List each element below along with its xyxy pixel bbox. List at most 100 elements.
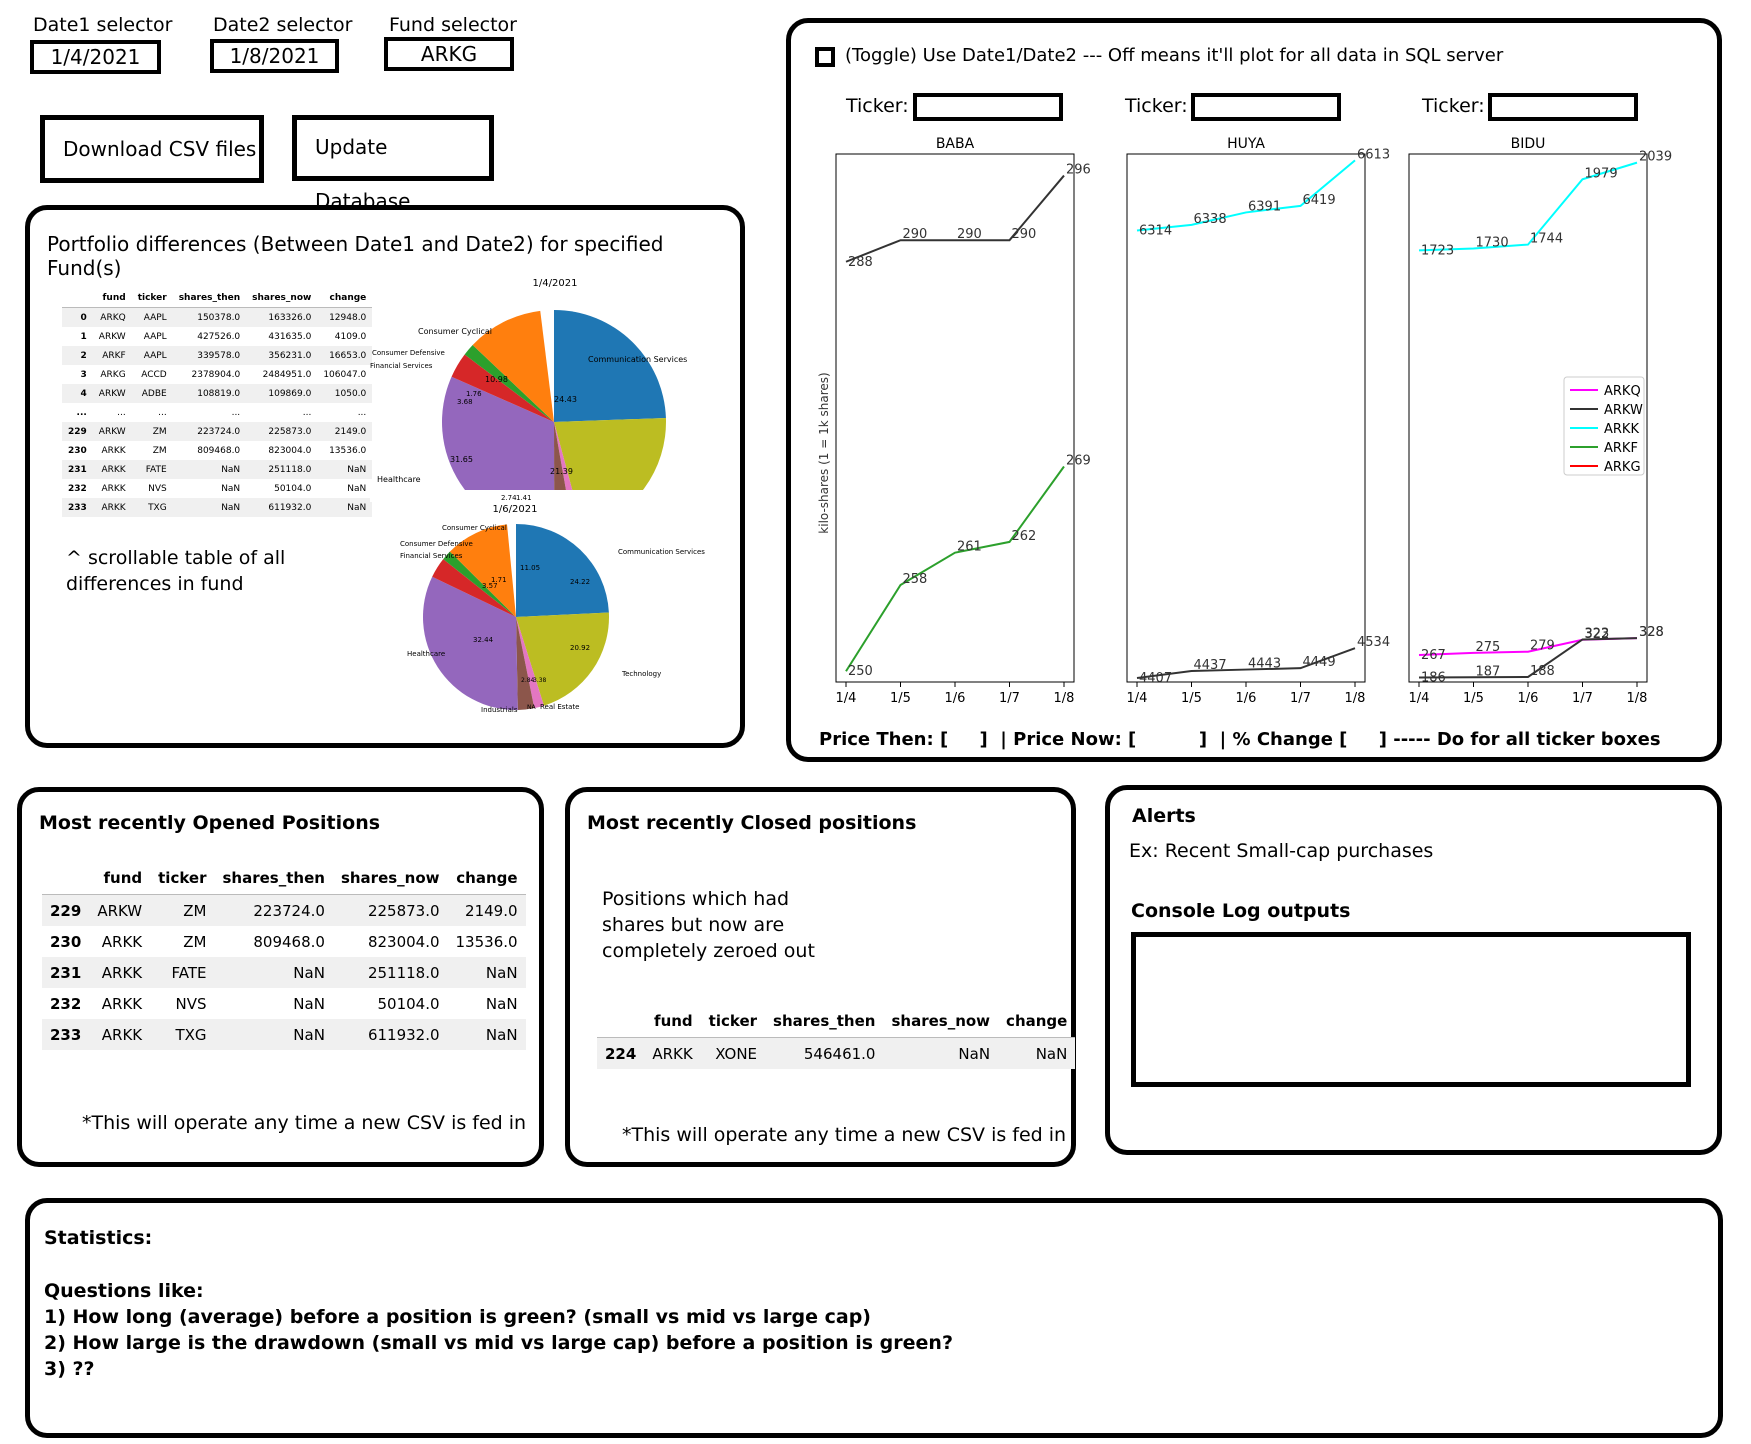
alerts-panel: Alerts Ex: Recent Small-cap purchases Co… [1105,785,1722,1155]
x-tick-label: 1/7 [1290,691,1311,706]
portfolio-note: ^ scrollable table of all differences in… [66,545,285,597]
portfolio-table: fund ticker shares_then shares_now chang… [62,288,373,517]
console-log-output[interactable] [1131,932,1691,1087]
table-cell: ... [158,407,167,418]
x-tick-label: 1/8 [1054,691,1075,706]
table-row: 230 ARKK ZM 809468.0 823004.0 13536.0 [62,441,372,460]
table-row: 229 ARKW ZM 223724.0 225873.0 2149.0 [62,422,373,441]
data-label: 6338 [1194,212,1227,227]
pie-slice [472,310,554,422]
pie-chart-date1: 1/4/2021 Consumer Cyclical Consumer Defe… [370,278,730,502]
pie2-label: Industrials [481,706,518,714]
table-cell: ZM [183,932,207,951]
data-label: 1744 [1530,232,1563,247]
table-cell: ACCD [141,369,167,380]
data-label: 290 [903,227,928,242]
pie1-value: 31.65 [450,455,473,464]
console-title: Console Log outputs [1131,900,1351,922]
pie1-label: Communication Services [588,355,687,364]
pie2-value: 1.71 [491,576,507,584]
pie2-label: Technology [621,670,661,678]
date2-selector[interactable]: 1/8/2021 [210,39,339,73]
chart-title: BABA [936,136,975,152]
portfolio-differences-panel: Portfolio differences (Between Date1 and… [25,205,745,748]
opened-title: Most recently Opened Positions [39,812,381,834]
table-cell: NaN [293,1025,325,1044]
table-cell: NaN [293,963,325,982]
table-cell: ARKW [97,901,143,920]
x-tick-label: 1/7 [1572,691,1593,706]
table-cell: 50104.0 [274,483,312,494]
table-cell: NaN [221,483,241,494]
table-cell: 50104.0 [377,994,440,1013]
pie-slice [442,376,555,502]
chart-frame [835,153,1075,683]
table-cell: ZM [152,426,167,437]
series-line-arkw [1418,637,1638,679]
pie1-label: Financial Services [370,362,433,370]
pie2-label: Financial Services [400,552,463,560]
pie-slice [449,524,516,617]
closed-positions-panel: Most recently Closed positions Positions… [565,787,1076,1167]
table-cell: FATE [145,464,167,475]
col-header: fund [92,288,132,308]
pie-slice [516,617,535,710]
table-cell: ARKF [102,350,126,361]
line-chart-bidu: BIDU 1/4 1/5 1/6 1/7 1/8 1723 1730 1744 1979 2039 2… [1408,136,1672,706]
table-cell: 108819.0 [197,388,241,399]
table-row: 224 ARKK XONE 546461.0 NaN NaN [597,1037,1076,1069]
ticker-input-1[interactable] [913,93,1063,121]
table-cell: ARKK [101,963,143,982]
fund-selector[interactable]: ARKG [384,37,514,71]
data-label: 279 [1530,639,1555,654]
update-database-button[interactable]: Update Database [292,115,494,213]
table-row: 229 ARKW ZM 223724.0 225873.0 2149.0 [42,894,526,926]
x-tick-label: 1/8 [1627,691,1648,706]
ticker-charts-panel: (Toggle) Use Date1/Date2 --- Off means i… [786,18,1722,762]
row-index: 230 [50,932,82,951]
row-index: 231 [50,963,82,982]
pie1-value: 21.39 [550,467,573,476]
series-line-arkw [1136,647,1356,680]
table-row: 230 ARKK ZM 809468.0 823004.0 13536.0 [42,926,526,957]
data-label: 4534 [1357,635,1390,650]
table-cell: 251118.0 [367,963,440,982]
data-label: 2039 [1639,150,1672,165]
data-label: 188 [1530,664,1555,679]
table-cell: ARKK [101,502,126,513]
table-row: .................. [62,403,372,422]
toggle-label: (Toggle) Use Date1/Date2 --- Off means i… [845,45,1504,66]
closed-title: Most recently Closed positions [587,812,917,834]
table-cell: ... [231,407,241,418]
portfolio-table-scroll[interactable]: fund ticker shares_then shares_now chang… [62,288,373,578]
pie2-value: 3.38 [533,677,547,684]
table-cell: 109869.0 [268,388,312,399]
table-cell: NaN [958,1044,991,1063]
table-cell: 163326.0 [268,312,312,323]
data-label: 1730 [1476,235,1509,250]
opened-table: fund ticker shares_then shares_now chang… [42,862,526,1050]
data-label: 328 [1639,625,1664,640]
pie1-value: 1.76 [466,390,482,398]
table-cell: AAPL [143,312,167,323]
pie2-value: 32.44 [473,636,494,644]
chart-title: BIDU [1511,136,1546,152]
table-cell: 809468.0 [197,445,241,456]
x-tick-label: 1/6 [1236,691,1257,706]
ticker-input-2[interactable] [1191,93,1341,121]
data-label: 269 [1066,453,1091,468]
table-cell: 2149.0 [465,901,518,920]
date1-selector[interactable]: 1/4/2021 [30,40,161,74]
table-cell: NaN [221,464,241,475]
row-index: 2 [80,350,87,361]
data-label: 258 [903,572,928,587]
closed-footnote: *This will operate any time a new CSV is… [622,1124,1067,1146]
table-cell: NVS [148,483,167,494]
ticker-input-3[interactable] [1488,93,1638,121]
data-label: 323 [1585,626,1610,641]
legend-label: ARKW [1604,403,1643,418]
opened-positions-panel: Most recently Opened Positions fund tick… [17,787,544,1167]
download-csv-button[interactable]: Download CSV files [40,115,264,183]
pie1-label: Consumer Defensive [372,349,445,357]
use-dates-toggle-checkbox[interactable] [815,47,835,67]
